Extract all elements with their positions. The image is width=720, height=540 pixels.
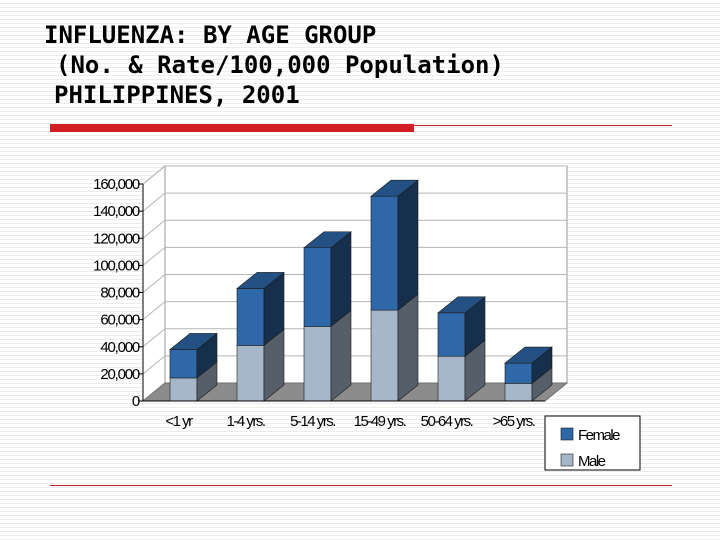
y-tick-label: 60,000 xyxy=(100,312,140,329)
bar-female-front xyxy=(370,195,399,311)
gridline xyxy=(142,192,567,212)
gridline xyxy=(142,355,567,375)
legend-label-female: Female xyxy=(578,427,620,444)
y-axis: 0 20,000 40,000 60,000 80,000 100,000 120,000 1… xyxy=(93,176,144,410)
y-tick-label: 120,000 xyxy=(93,230,140,247)
bar-male xyxy=(169,361,218,402)
title-line-1: INFLUENZA: BY AGE GROUP xyxy=(44,21,377,49)
title-underline-thin xyxy=(414,125,672,126)
y-tick-label: 0 xyxy=(132,393,140,410)
y-tick-label: 160,000 xyxy=(93,176,140,193)
bar-male-front xyxy=(370,309,399,402)
bar-female-front xyxy=(169,349,198,379)
x-tick-label: 5-14 yrs. xyxy=(290,413,335,430)
x-tick-label: 1-4 yrs. xyxy=(226,413,264,430)
bar-female-front xyxy=(437,312,466,357)
bar-female xyxy=(437,296,486,357)
bar-male xyxy=(303,309,352,402)
bar-male-side xyxy=(397,293,419,402)
bar-female-top xyxy=(303,231,352,249)
y-tick-label: 40,000 xyxy=(100,339,140,356)
bar-male-front xyxy=(437,355,466,402)
x-tick-label: 50-64 yrs. xyxy=(421,413,473,430)
gridline xyxy=(142,301,567,321)
y-tick-label: 20,000 xyxy=(100,366,140,383)
title-underline-red xyxy=(50,124,414,132)
legend-label-male: Male xyxy=(578,453,606,470)
title-line-3: PHILIPPINES, 2001 xyxy=(54,81,300,109)
bar-female-top xyxy=(370,179,419,197)
chart-legend: Female Male xyxy=(544,415,641,471)
bar-male-front xyxy=(236,345,265,402)
bar-female-side xyxy=(397,179,419,311)
bar-male-front xyxy=(169,377,198,402)
y-tick-label: 140,000 xyxy=(93,203,140,220)
gridline xyxy=(142,328,567,348)
bar-female-front xyxy=(504,362,533,384)
x-tick-label: >65 yrs. xyxy=(493,413,535,430)
gridline xyxy=(142,165,567,185)
footer-rule xyxy=(50,485,672,486)
bar-male-front xyxy=(504,383,533,402)
bar-female xyxy=(370,179,419,311)
chart-bars xyxy=(169,179,553,402)
x-axis: <1 yr 1-4 yrs. 5-14 yrs. 15-49 yrs. 50-64 yr… xyxy=(143,400,545,430)
gridline xyxy=(142,246,567,266)
chart-gridlines xyxy=(142,165,567,375)
bar-female xyxy=(504,346,553,384)
bar-female-top xyxy=(437,296,486,314)
legend-swatch-male xyxy=(560,453,574,467)
bar-female-top xyxy=(504,346,553,364)
gridline xyxy=(142,274,567,293)
bar-female xyxy=(236,271,285,347)
y-tick-label: 100,000 xyxy=(93,257,140,274)
bar-female xyxy=(169,332,218,379)
bar-female-front xyxy=(236,288,265,346)
bar-female-top xyxy=(236,272,285,289)
bar-female xyxy=(303,231,352,328)
slide-title: INFLUENZA: BY AGE GROUP (No. & Rate/100,0… xyxy=(44,20,504,110)
title-line-2: (No. & Rate/100,000 Population) xyxy=(56,51,504,79)
y-tick-label: 80,000 xyxy=(100,285,140,302)
legend-swatch-female xyxy=(560,427,574,441)
bar-female-top xyxy=(169,333,218,350)
bar-male xyxy=(437,339,486,402)
bar-male xyxy=(236,328,285,402)
bar-male-front xyxy=(303,326,332,402)
bar-female-side xyxy=(330,231,352,328)
x-tick-label: <1 yr xyxy=(165,413,193,430)
gridline xyxy=(142,219,567,239)
x-tick-label: 15-49 yrs. xyxy=(354,413,406,430)
bar-female-front xyxy=(303,247,332,327)
